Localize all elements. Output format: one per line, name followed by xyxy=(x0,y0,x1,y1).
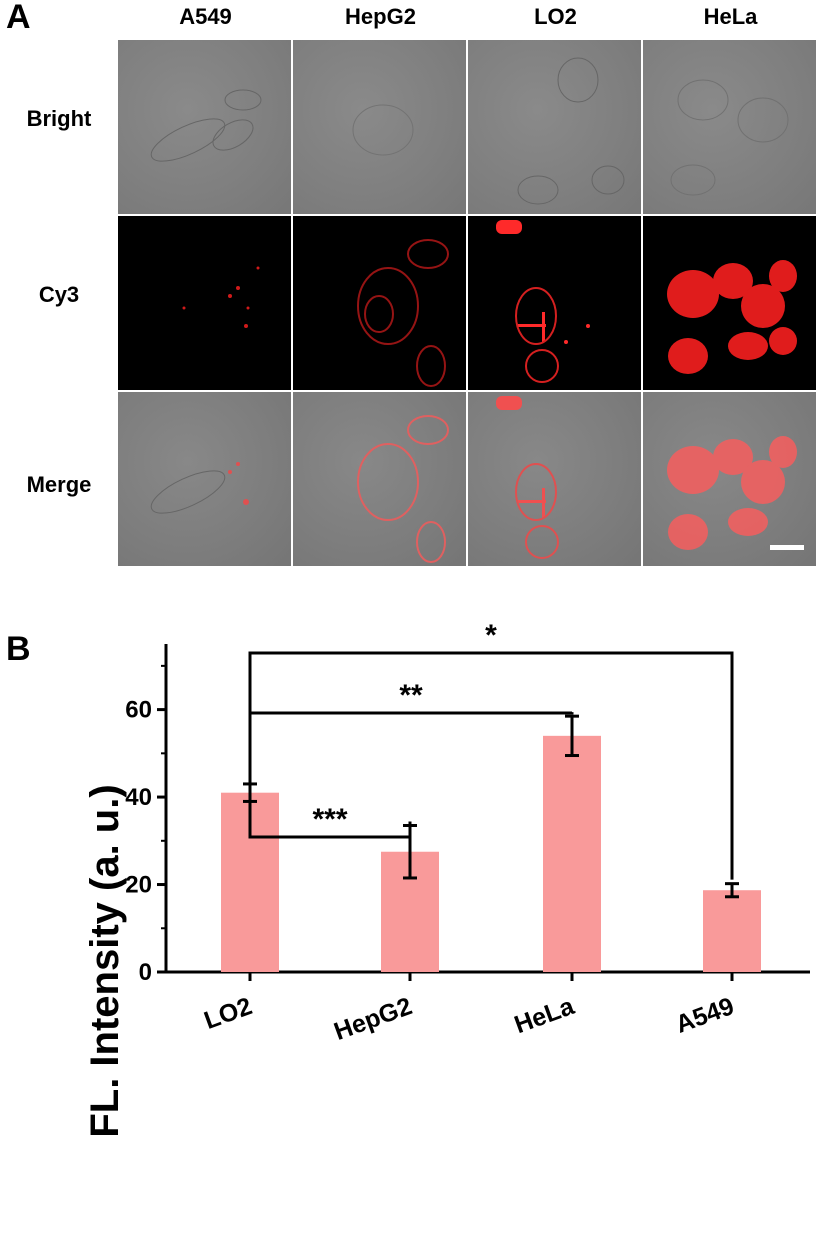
column-header-hepg2: HepG2 xyxy=(345,4,416,29)
significance-label: ** xyxy=(399,679,423,712)
significance-bracket-lo2-a549: * xyxy=(248,619,734,880)
merge-image-lo2 xyxy=(468,392,641,566)
bright-image-lo2 xyxy=(468,40,641,214)
cy3-image-lo2 xyxy=(468,216,641,390)
significance-brackets: ****** xyxy=(248,619,734,880)
y-axis-label: FL. Intensity (a. u.) xyxy=(83,784,127,1137)
significance-label: *** xyxy=(312,803,347,836)
panel-b-label: B xyxy=(6,630,31,668)
x-tick-label-hela: HeLa xyxy=(511,992,579,1040)
significance-label: * xyxy=(485,619,497,652)
error-bar-a549 xyxy=(725,882,739,899)
error-bar-hela xyxy=(565,714,579,758)
bracket-line xyxy=(248,711,574,780)
bright-image-a549 xyxy=(118,40,291,214)
x-tick-label-a549: A549 xyxy=(672,992,738,1039)
column-header-hela: HeLa xyxy=(703,4,758,29)
x-tick-label-lo2: LO2 xyxy=(200,992,255,1035)
cy3-image-hela xyxy=(643,216,816,390)
bracket-line xyxy=(248,651,734,880)
row-header-bright: Bright xyxy=(26,106,92,131)
significance-bracket-lo2-hela: ** xyxy=(248,679,574,780)
y-tick-label: 20 xyxy=(125,872,152,899)
merge-image-hela xyxy=(643,392,816,566)
column-header-a549: A549 xyxy=(179,4,232,29)
x-tick-label-hepg2: HepG2 xyxy=(330,992,415,1046)
bar-hela xyxy=(543,735,601,972)
bar-a549 xyxy=(703,890,761,972)
significance-bracket-lo2-hepg2: *** xyxy=(248,779,412,839)
row-header-merge: Merge xyxy=(26,472,92,497)
column-header-lo2: LO2 xyxy=(534,4,577,29)
row-header-cy3: Cy3 xyxy=(38,282,80,307)
y-tick-label: 0 xyxy=(139,959,152,986)
y-tick-label: 60 xyxy=(125,697,152,724)
bright-image-hepg2 xyxy=(293,40,466,214)
chart-error-bars xyxy=(243,714,739,899)
bracket-line xyxy=(248,779,412,839)
microscopy-image-grid xyxy=(118,40,818,568)
y-tick-label: 40 xyxy=(125,784,152,811)
bright-image-hela xyxy=(643,40,816,214)
scale-bar xyxy=(770,545,804,550)
merge-image-a549 xyxy=(118,392,291,566)
panel-a-label: A xyxy=(6,0,31,36)
merge-image-hepg2 xyxy=(293,392,466,566)
cy3-image-hepg2 xyxy=(293,216,466,390)
cy3-image-a549 xyxy=(118,216,291,390)
chart-bars xyxy=(221,735,761,972)
